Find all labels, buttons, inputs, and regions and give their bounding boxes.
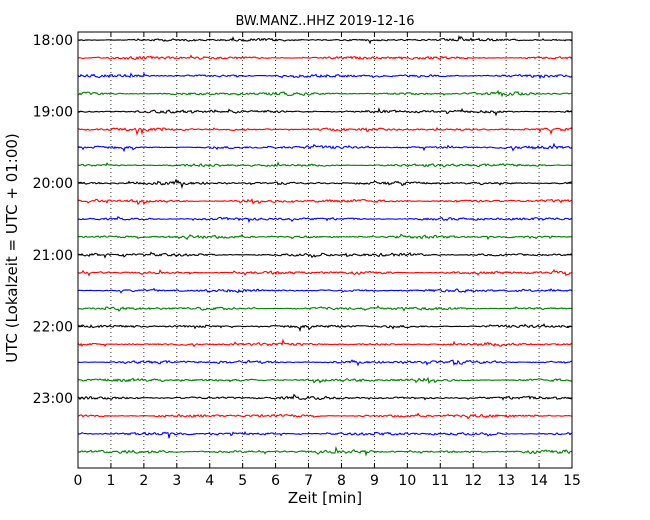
seismic-trace bbox=[77, 412, 573, 420]
x-tick-label: 2 bbox=[139, 473, 148, 489]
y-tick-label: 23:00 bbox=[33, 391, 73, 407]
seismic-trace bbox=[77, 376, 573, 384]
y-axis-label: UTC (Lokalzeit = UTC + 01:00) bbox=[3, 133, 21, 363]
seismic-trace bbox=[77, 323, 573, 333]
x-axis-label: Zeit [min] bbox=[288, 489, 362, 507]
y-tick-label: 21:00 bbox=[33, 248, 73, 264]
seismic-trace bbox=[77, 161, 573, 168]
seismic-trace bbox=[77, 268, 573, 277]
x-tick-label: 10 bbox=[398, 473, 416, 489]
x-tick-label: 11 bbox=[431, 473, 449, 489]
y-tick-label: 22:00 bbox=[33, 319, 73, 335]
x-tick-label: 3 bbox=[172, 473, 181, 489]
seismic-trace bbox=[77, 287, 573, 294]
seismic-trace bbox=[77, 445, 573, 457]
x-tick-label: 9 bbox=[370, 473, 379, 489]
seismic-trace bbox=[77, 142, 573, 153]
seismic-trace bbox=[77, 393, 573, 401]
seismic-trace bbox=[77, 251, 573, 259]
x-axis-ticks: 0 1 2 3 4 5 6 7 8 9 10 11 12 13 14 15 bbox=[74, 32, 581, 489]
seismic-trace bbox=[77, 305, 573, 312]
y-axis-ticks: 18:00 19:00 20:00 21:00 22:00 23:00 bbox=[33, 33, 572, 407]
seismic-traces bbox=[77, 34, 573, 457]
x-tick-label: 12 bbox=[464, 473, 482, 489]
seismic-trace bbox=[77, 54, 573, 61]
seismic-trace bbox=[77, 34, 573, 45]
x-tick-label: 6 bbox=[271, 473, 280, 489]
x-tick-label: 5 bbox=[238, 473, 247, 489]
y-tick-label: 20:00 bbox=[33, 176, 73, 192]
seismic-trace bbox=[77, 72, 573, 80]
seismic-trace bbox=[77, 198, 573, 206]
seismic-trace bbox=[77, 178, 573, 190]
seismic-trace bbox=[77, 359, 573, 367]
plot-frame bbox=[77, 31, 573, 469]
x-tick-label: 13 bbox=[497, 473, 515, 489]
x-tick-label: 1 bbox=[106, 473, 115, 489]
x-tick-label: 4 bbox=[205, 473, 214, 489]
seismic-trace bbox=[77, 107, 573, 117]
x-tick-label: 0 bbox=[74, 473, 83, 489]
seismic-trace bbox=[77, 233, 573, 241]
y-tick-label: 19:00 bbox=[33, 105, 73, 121]
x-gridlines bbox=[110, 32, 540, 468]
seismic-trace bbox=[77, 89, 573, 98]
seismic-trace bbox=[77, 338, 573, 348]
x-tick-label: 8 bbox=[337, 473, 346, 489]
x-tick-label: 7 bbox=[304, 473, 313, 489]
chart-title: BW.MANZ..HHZ 2019-12-16 bbox=[235, 14, 414, 29]
seismic-trace bbox=[77, 431, 573, 439]
seismic-trace bbox=[77, 127, 573, 136]
x-tick-label: 14 bbox=[530, 473, 548, 489]
x-tick-label: 15 bbox=[563, 473, 581, 489]
seismic-trace bbox=[77, 215, 573, 224]
y-tick-label: 18:00 bbox=[33, 33, 73, 49]
